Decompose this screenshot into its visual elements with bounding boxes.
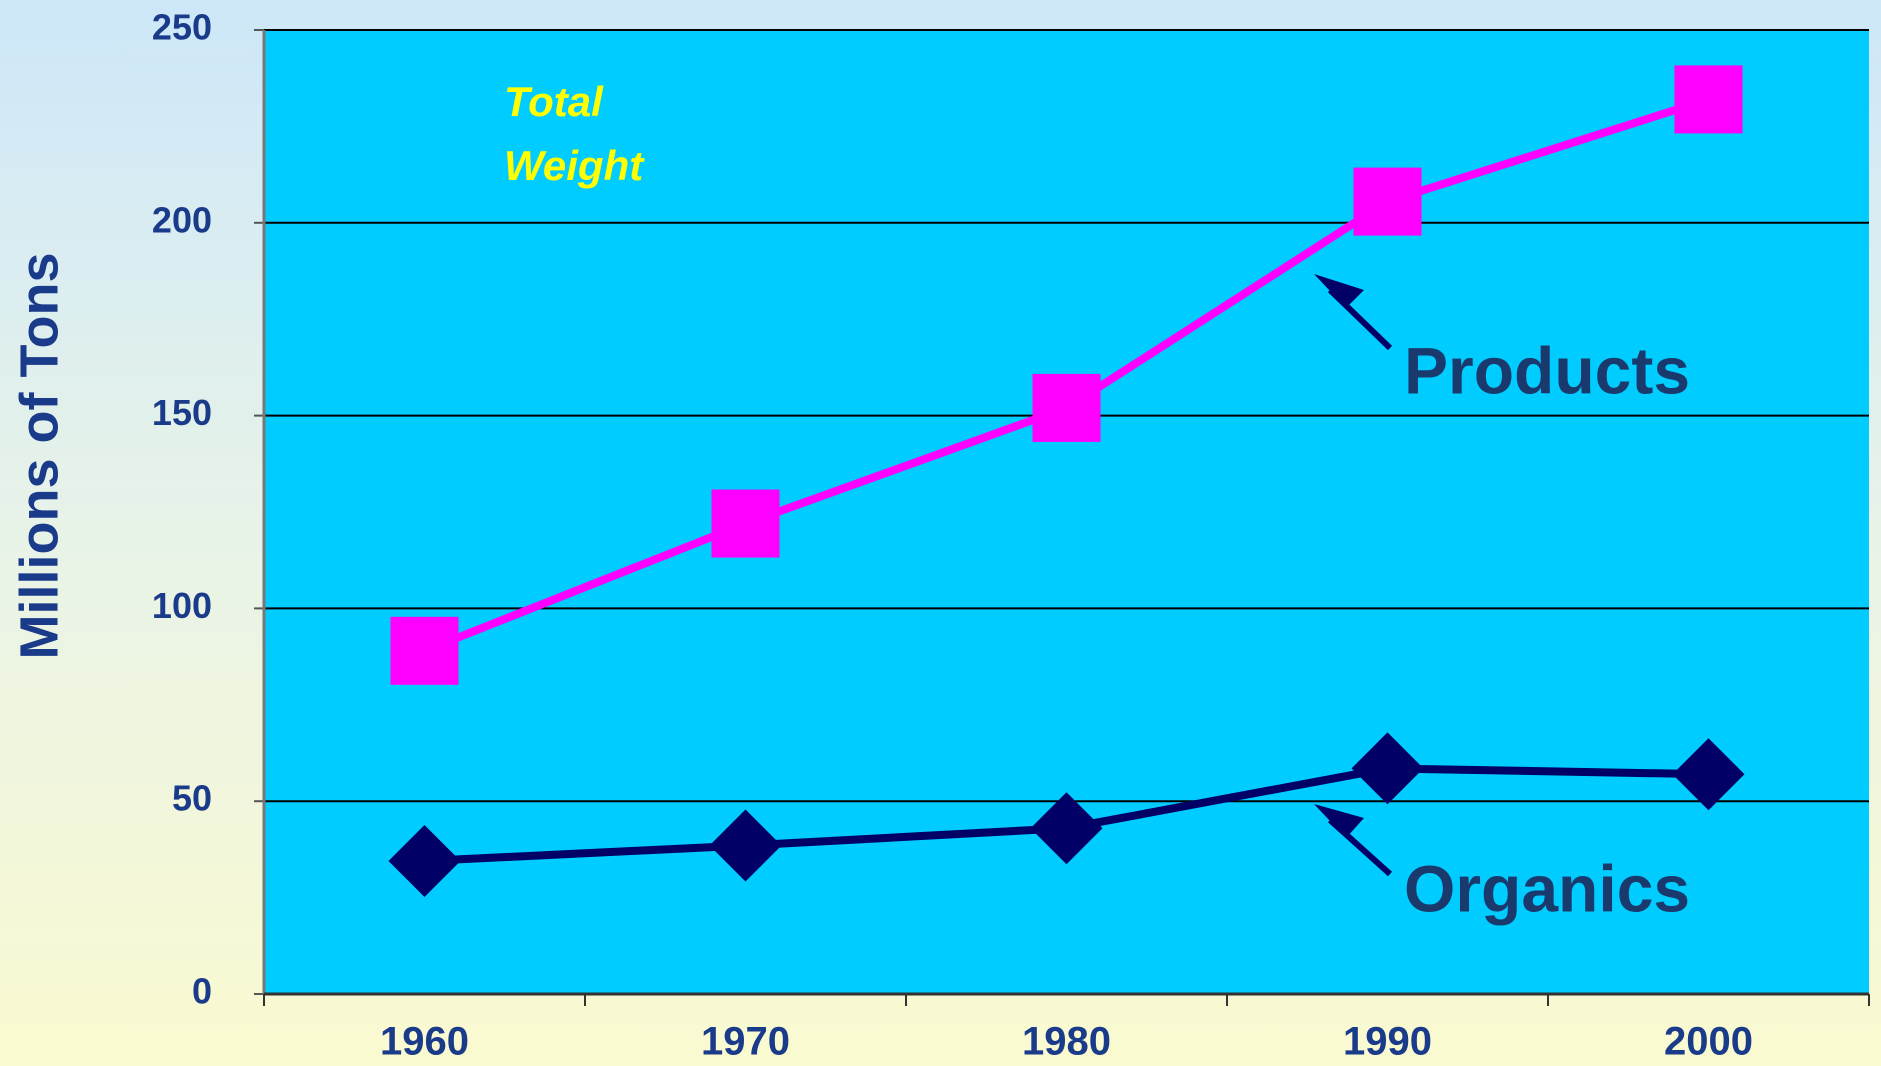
y-tick-label: 150	[152, 392, 212, 433]
x-tick-label: 1980	[1022, 1020, 1111, 1064]
marker	[1351, 732, 1424, 805]
marker	[1030, 792, 1103, 865]
x-tick-label: 2000	[1664, 1020, 1753, 1064]
marker	[388, 824, 461, 897]
marker	[390, 616, 459, 685]
arrow-head	[1314, 804, 1364, 838]
annotation: Total Weight	[504, 78, 644, 189]
arrow-head	[1314, 274, 1364, 308]
series-label: Products	[1404, 333, 1690, 407]
x-tick-label: 1990	[1343, 1020, 1432, 1064]
y-axis-title: Millions of Tons	[9, 253, 69, 660]
marker	[711, 489, 780, 558]
x-tick-label: 1970	[701, 1020, 790, 1064]
marker	[1672, 738, 1745, 811]
y-tick-label: 250	[152, 7, 212, 48]
y-tick-label: 50	[172, 778, 212, 819]
series-label: Organics	[1404, 851, 1690, 925]
marker	[1032, 373, 1101, 442]
x-tick-label: 1960	[380, 1020, 469, 1064]
marker	[1674, 65, 1743, 134]
marker	[1353, 167, 1422, 236]
y-tick-label: 200	[152, 199, 212, 240]
y-tick-label: 0	[192, 971, 212, 1012]
y-tick-label: 100	[152, 585, 212, 626]
marker	[709, 809, 782, 882]
